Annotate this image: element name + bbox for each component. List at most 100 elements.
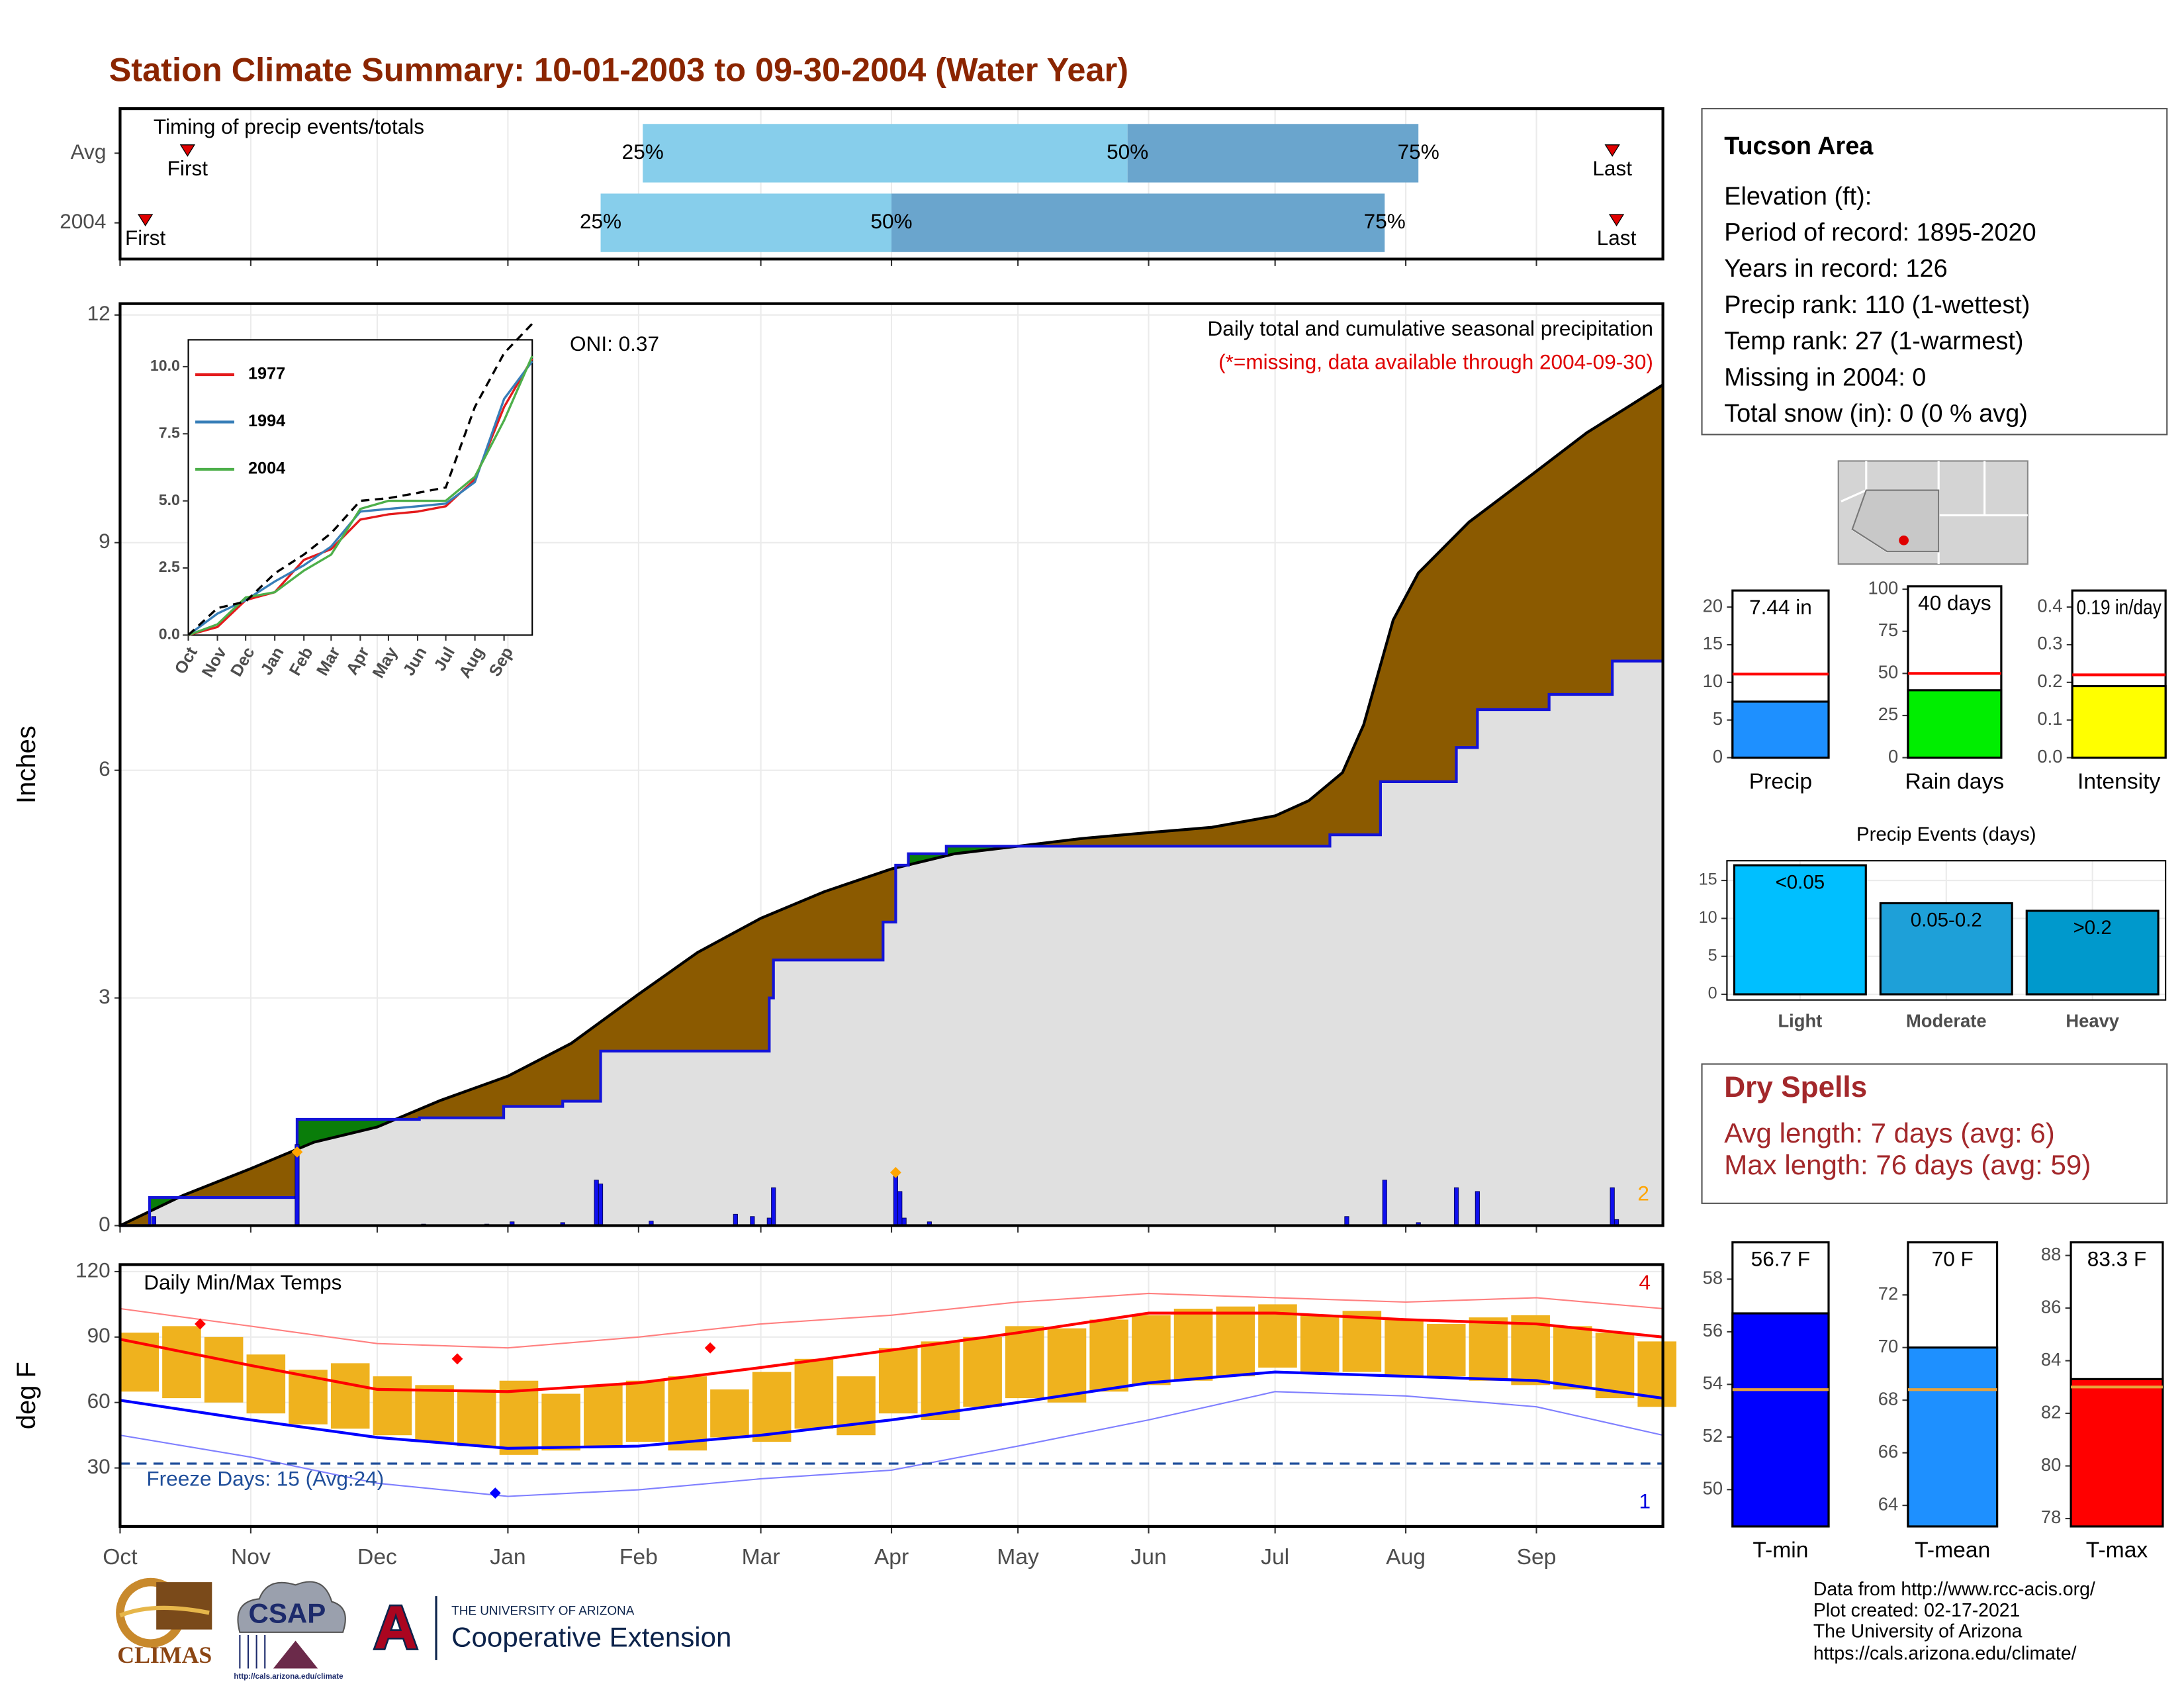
y-tick-label: 58 bbox=[1703, 1268, 1723, 1288]
record-marker bbox=[889, 1166, 901, 1178]
y-tick-label: 3 bbox=[99, 984, 111, 1008]
freeze-label: Freeze Days: 15 (Avg:24) bbox=[146, 1467, 384, 1491]
temp-range-bar bbox=[415, 1385, 454, 1442]
y-tick-label: 120 bbox=[75, 1258, 111, 1282]
info-title: Tucson Area bbox=[1724, 132, 1874, 160]
bin-label: <0.05 bbox=[1776, 871, 1825, 893]
y-tick-label: 9 bbox=[99, 529, 111, 553]
x-tick-label: Apr bbox=[874, 1545, 909, 1570]
quartile-bar bbox=[891, 193, 1385, 252]
category-label: Light bbox=[1778, 1011, 1822, 1031]
category-label: Precip bbox=[1749, 769, 1812, 794]
value-label: 40 days bbox=[1918, 590, 1991, 614]
y-tick-label: 0.1 bbox=[2037, 708, 2062, 729]
info-line: Temp rank: 27 (1-warmest) bbox=[1724, 328, 2023, 355]
y-tick-label: 0.2 bbox=[2037, 671, 2062, 691]
temp-range-bar bbox=[246, 1354, 286, 1414]
y-tick-label: 0 bbox=[1888, 746, 1898, 767]
temp-range-bar bbox=[625, 1380, 665, 1442]
quartile-bar bbox=[600, 193, 892, 252]
climatology-line bbox=[120, 1292, 1663, 1349]
x-tick-label: Oct bbox=[103, 1545, 138, 1570]
quartile-label: 25% bbox=[622, 140, 664, 164]
temp-range-bar bbox=[541, 1393, 580, 1451]
value-label: 83.3 F bbox=[2087, 1246, 2146, 1270]
y-tick-label: 10 bbox=[1699, 908, 1717, 927]
bar bbox=[1733, 864, 1867, 996]
bin-label: >0.2 bbox=[2073, 917, 2112, 939]
dry-spells-title: Dry Spells bbox=[1724, 1071, 1867, 1103]
timing-label: First bbox=[125, 226, 166, 250]
panel-frame bbox=[118, 1263, 1664, 1528]
y-tick-label: 68 bbox=[1878, 1388, 1898, 1409]
panel-frame bbox=[118, 107, 1664, 261]
panel-title: Timing of precip events/totals bbox=[154, 115, 424, 138]
row-label: Avg bbox=[71, 140, 107, 164]
y-tick-label: 90 bbox=[87, 1323, 111, 1347]
y-tick-label: 0.0 bbox=[2037, 746, 2062, 767]
y-tick-label: 25 bbox=[1878, 704, 1898, 724]
y-tick-label: 84 bbox=[2041, 1349, 2061, 1370]
legend-label: 1977 bbox=[248, 365, 285, 383]
credit-line: The University of Arizona bbox=[1813, 1620, 2023, 1642]
quartile-bar bbox=[643, 124, 1128, 183]
dry-spells-line: Avg length: 7 days (avg: 6) bbox=[1724, 1117, 2055, 1149]
ua-name: THE UNIVERSITY OF ARIZONA bbox=[451, 1604, 635, 1618]
locator-map bbox=[1837, 460, 2028, 565]
panel-title: Precip Events (days) bbox=[1856, 823, 2036, 845]
temp-range-bar bbox=[1005, 1326, 1044, 1399]
current-line bbox=[120, 659, 1663, 1227]
row-label: 2004 bbox=[60, 209, 106, 233]
daily-bar bbox=[1610, 1187, 1615, 1226]
climas-text: CLIMAS bbox=[117, 1642, 212, 1668]
daily-bar bbox=[893, 1176, 898, 1226]
timing-marker bbox=[137, 214, 154, 227]
quartile-bar bbox=[1127, 124, 1419, 183]
chart-note: (*=missing, data available through 2004-… bbox=[1218, 350, 1653, 373]
temp-range-bar bbox=[1511, 1315, 1550, 1385]
legend-label: 2004 bbox=[248, 459, 285, 478]
bar bbox=[1731, 700, 1830, 759]
quartile-label: 25% bbox=[580, 209, 621, 233]
temp-range-bar bbox=[1342, 1311, 1382, 1372]
temp-range-bar bbox=[584, 1385, 623, 1446]
y-tick-label: 30 bbox=[87, 1454, 111, 1478]
y-tick-label: 7.5 bbox=[159, 424, 180, 441]
temp-range-bar bbox=[330, 1363, 370, 1429]
y-tick-label: 72 bbox=[1878, 1283, 1898, 1303]
value-label: 7.44 in bbox=[1749, 595, 1812, 619]
temp-range-bar bbox=[204, 1336, 244, 1403]
temp-range-bar bbox=[1553, 1326, 1592, 1389]
category-label: Rain days bbox=[1905, 769, 2005, 794]
page-title: Station Climate Summary: 10-01-2003 to 0… bbox=[109, 51, 1128, 89]
y-tick-label: 2.5 bbox=[159, 558, 180, 575]
timing-marker bbox=[1604, 144, 1620, 157]
y-tick-label: 0.3 bbox=[2037, 633, 2062, 653]
ua-logo: A THE UNIVERSITY OF ARIZONA Cooperative … bbox=[372, 1591, 731, 1664]
info-box bbox=[1701, 108, 2168, 436]
temp-range-bar bbox=[457, 1389, 496, 1446]
timing-marker bbox=[179, 144, 196, 157]
record-low-count: 1 bbox=[1639, 1489, 1651, 1513]
y-tick-label: 64 bbox=[1878, 1493, 1898, 1514]
category-label: T-min bbox=[1752, 1538, 1808, 1563]
temp-range-bar bbox=[878, 1348, 918, 1414]
chart-heading: Daily total and cumulative seasonal prec… bbox=[1208, 316, 1653, 340]
timing-label: First bbox=[167, 156, 208, 180]
x-tick-label: Jul bbox=[1261, 1545, 1289, 1570]
y-tick-label: 0 bbox=[99, 1212, 111, 1236]
y-tick-label: 15 bbox=[1703, 633, 1723, 653]
quartile-label: 50% bbox=[870, 209, 912, 233]
x-tick-label: Nov bbox=[231, 1545, 271, 1570]
temp-range-bar bbox=[1300, 1315, 1340, 1372]
csap-url: http://cals.arizona.edu/climate bbox=[234, 1673, 343, 1681]
temp-range-bar bbox=[710, 1389, 749, 1438]
y-tick-label: 56 bbox=[1703, 1320, 1723, 1340]
x-tick-label: Aug bbox=[1386, 1545, 1426, 1570]
y-tick-label: 5 bbox=[1713, 708, 1723, 729]
info-line: Period of record: 1895-2020 bbox=[1724, 218, 2036, 246]
x-tick-label: Mar bbox=[742, 1545, 780, 1570]
temp-range-bar bbox=[1089, 1319, 1128, 1392]
bar bbox=[1907, 689, 2003, 759]
y-tick-label: 50 bbox=[1878, 662, 1898, 682]
